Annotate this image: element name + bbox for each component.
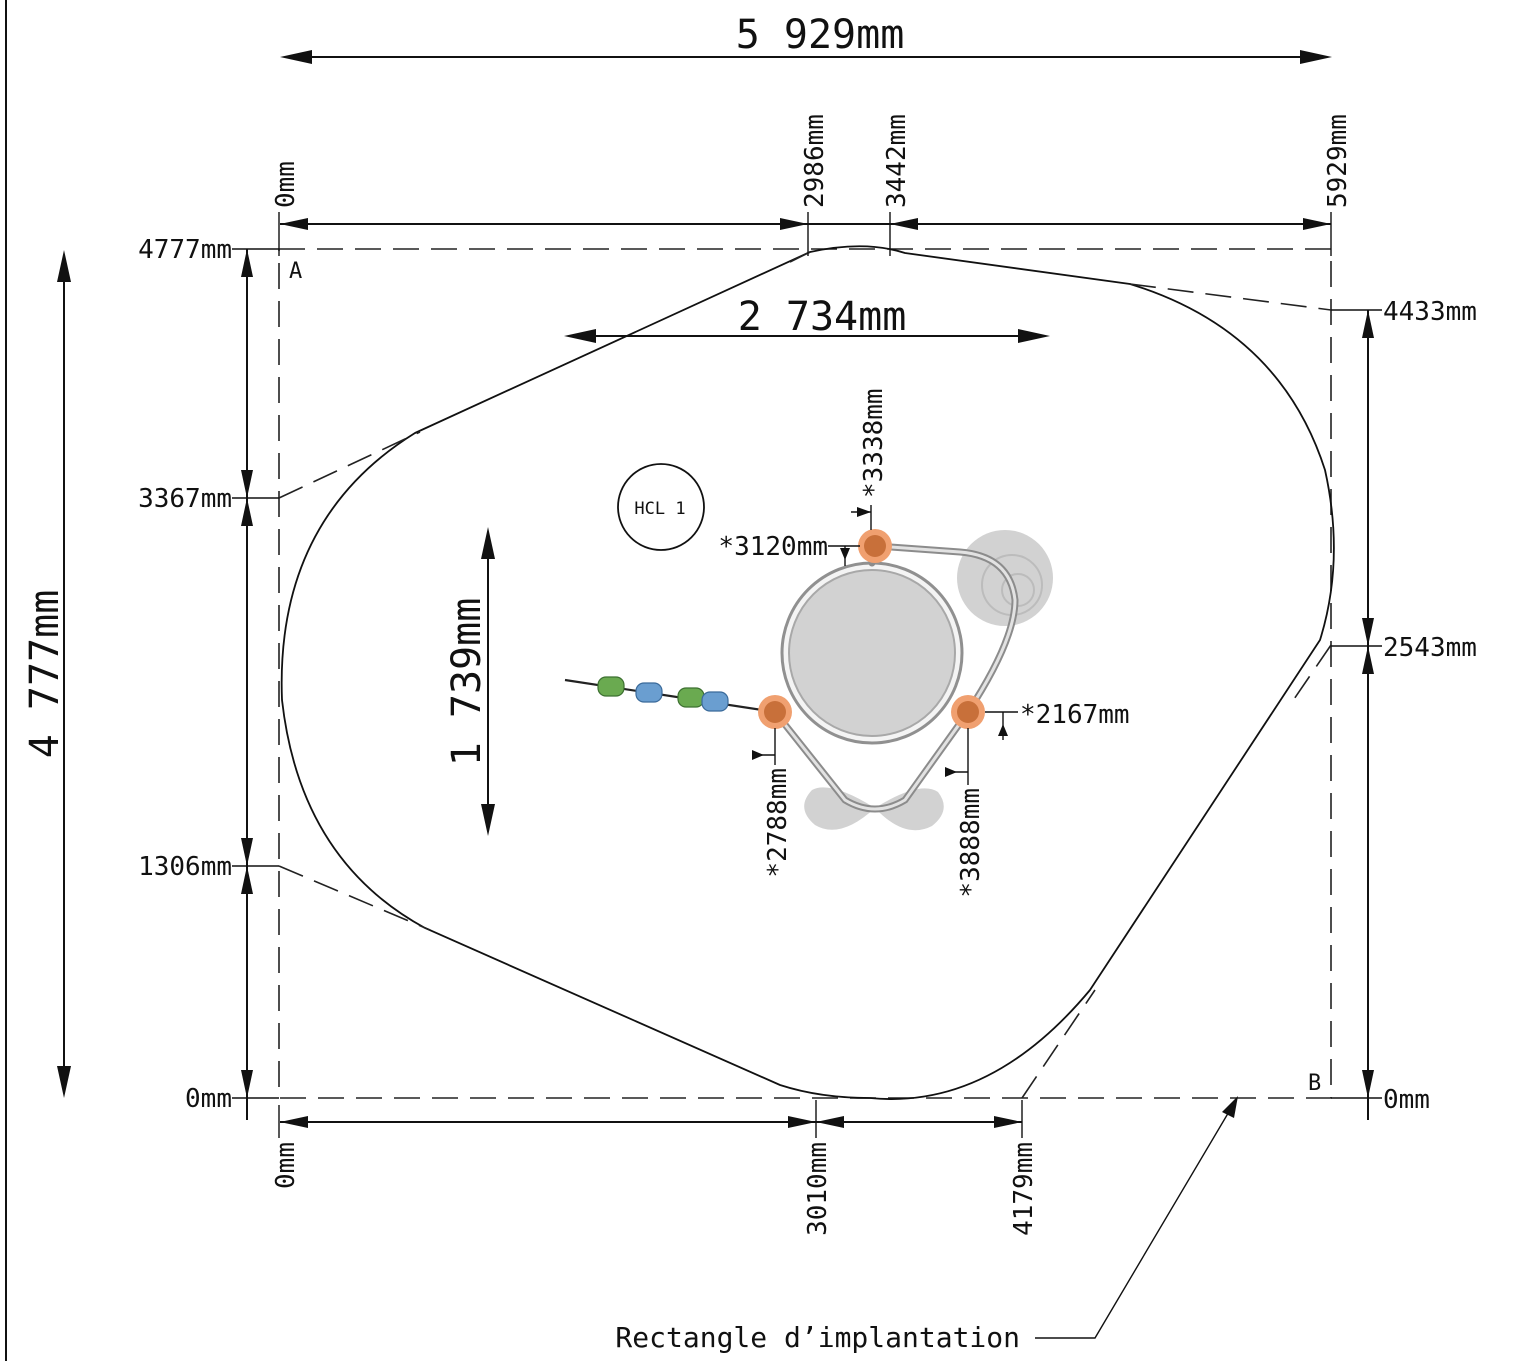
top-tick-0: 0mm — [271, 161, 301, 208]
bead-blue-1 — [635, 682, 663, 703]
bead-blue-2 — [701, 691, 729, 712]
bead-rope — [564, 678, 776, 714]
caption-leader — [1035, 1096, 1238, 1339]
bottom-tick-3010: 3010mm — [803, 1142, 833, 1236]
callout-3888: *3888mm — [945, 728, 986, 898]
left-tick-3367: 3367mm — [138, 484, 232, 514]
right-tick-2543: 2543mm — [1383, 633, 1477, 663]
right-tick-0: 0mm — [1383, 1085, 1430, 1115]
overall-width-dimension: 5 929mm — [280, 12, 1332, 64]
corner-a-label: A — [289, 259, 302, 284]
corner-b-label: B — [1308, 1071, 1321, 1096]
overall-height-label: 4 777mm — [22, 590, 68, 759]
top-tick-3442: 3442mm — [882, 114, 912, 208]
right-tick-4433: 4433mm — [1383, 297, 1477, 327]
tangent-right-bottom — [1289, 644, 1332, 706]
hcl-label: HCL 1 — [634, 499, 685, 519]
equipment-width-label: 2 734mm — [738, 294, 907, 340]
top-tick-dimension: 0mm 2986mm 3442mm 5929mm — [271, 114, 1353, 256]
tangent-bottom-right — [1021, 989, 1096, 1099]
equipment-width-dimension: 2 734mm — [564, 294, 1050, 343]
tangent-right-top — [1129, 283, 1332, 311]
overall-height-dimension: 4 777mm — [22, 250, 71, 1098]
central-trampoline — [788, 569, 956, 737]
hcl-circle — [617, 463, 705, 551]
height-2167-label: *2167mm — [1020, 700, 1130, 730]
height-3888-label: *3888mm — [956, 788, 986, 898]
bottom-tick-4179: 4179mm — [1009, 1142, 1039, 1236]
equipment-height-label: 1 739mm — [444, 598, 490, 767]
left-tick-1306: 1306mm — [138, 852, 232, 882]
left-tick-4777: 4777mm — [138, 235, 232, 265]
bottom-tick-0: 0mm — [271, 1142, 301, 1189]
tangent-top — [789, 251, 811, 263]
height-3338-label: *3338mm — [859, 388, 889, 498]
top-tick-2986: 2986mm — [800, 114, 830, 208]
implantation-caption: Rectangle d’implantation — [615, 1321, 1020, 1354]
callout-3120: *3120mm — [718, 532, 860, 566]
callout-3338: *3338mm — [851, 388, 889, 530]
height-3120-label: *3120mm — [718, 532, 828, 562]
left-tick-0: 0mm — [185, 1084, 232, 1114]
overall-width-label: 5 929mm — [736, 12, 905, 58]
top-tick-5929: 5929mm — [1323, 114, 1353, 208]
tangent-left-top — [278, 431, 421, 499]
safety-zone-outline — [280, 245, 1335, 1100]
height-2788-label: *2788mm — [763, 768, 793, 878]
callout-2167: *2167mm — [985, 700, 1130, 740]
callout-2788: *2788mm — [752, 728, 793, 878]
bead-green-1 — [597, 676, 625, 697]
equipment-height-dimension: 1 739mm — [444, 527, 495, 836]
bead-green-2 — [677, 687, 705, 708]
bottom-tick-dimension: 0mm 3010mm 4179mm — [271, 1100, 1039, 1236]
right-tick-dimension: 4433mm 2543mm 0mm — [1331, 297, 1477, 1120]
tangent-left-bottom — [278, 865, 431, 931]
play-equipment — [564, 529, 1053, 831]
left-tick-dimension: 4777mm 3367mm 1306mm 0mm — [138, 235, 279, 1120]
